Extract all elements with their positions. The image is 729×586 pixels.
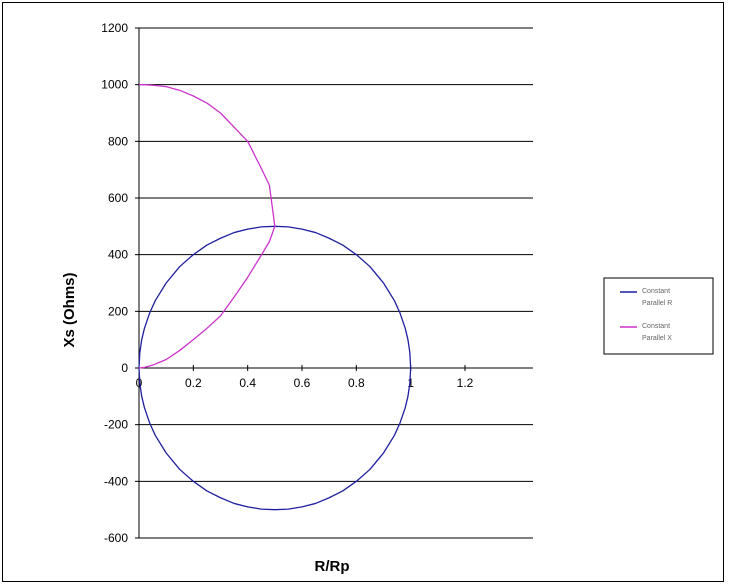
y-tick-label: 1200 — [101, 21, 128, 35]
gridlines — [139, 27, 533, 539]
chart-svg: 1200 1000 800 600 400 200 0 -200 -400 -600 0 0.2 0.… — [61, 21, 714, 575]
legend: Constant Parallel R Constant Parallel X — [603, 277, 714, 355]
y-tick-label: 400 — [108, 248, 128, 262]
x-tick-label: 0.2 — [185, 376, 202, 390]
legend-label-constant-parallel-x-line1: Constant — [642, 323, 670, 330]
y-tick-label: 0 — [121, 361, 128, 375]
legend-box — [603, 277, 714, 355]
x-tick-label: 1.2 — [457, 376, 474, 390]
x-tick-label: 0.6 — [294, 376, 311, 390]
x-tick-label: 1 — [407, 376, 414, 390]
y-tick-label: -200 — [104, 418, 128, 432]
x-tick-labels: 0 0.2 0.4 0.6 0.8 1 1.2 — [136, 376, 474, 390]
x-tick-label: 0.8 — [348, 376, 365, 390]
legend-label-constant-parallel-r-line2: Parallel R — [642, 300, 672, 307]
x-tick-label: 0.4 — [239, 376, 256, 390]
legend-label-constant-parallel-x-line2: Parallel X — [642, 335, 672, 342]
axes — [135, 27, 533, 539]
y-tick-label: -400 — [104, 474, 128, 488]
legend-label-constant-parallel-r-line1: Constant — [642, 288, 670, 295]
y-tick-label: -600 — [104, 531, 128, 545]
series-group — [138, 84, 412, 511]
x-axis-title: R/Rp — [315, 558, 350, 575]
y-tick-labels: 1200 1000 800 600 400 200 0 -200 -400 -600 — [101, 21, 128, 545]
y-tick-label: 600 — [108, 191, 128, 205]
y-tick-label: 200 — [108, 304, 128, 318]
y-axis-title: Xs (Ohms) — [61, 272, 78, 347]
series-line-constant-parallel-x — [138, 84, 276, 369]
y-tick-label: 800 — [108, 134, 128, 148]
series-line-constant-parallel-r — [138, 225, 412, 511]
y-tick-label: 1000 — [101, 78, 128, 92]
